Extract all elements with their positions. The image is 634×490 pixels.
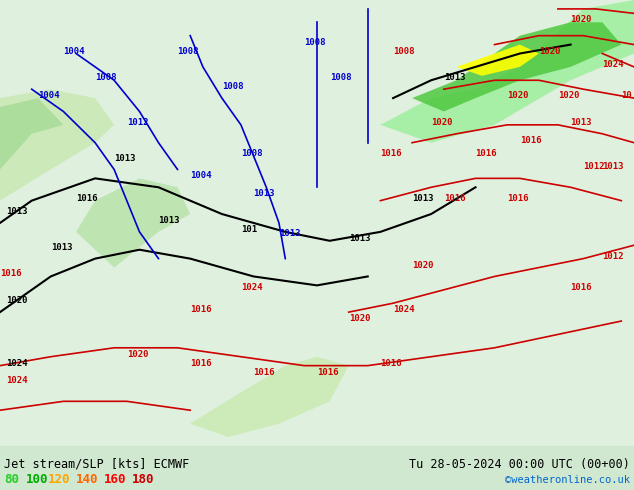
Text: 80: 80: [4, 473, 19, 487]
Text: 1013: 1013: [158, 216, 180, 225]
Text: 1024: 1024: [602, 60, 624, 69]
FancyBboxPatch shape: [0, 0, 634, 446]
Text: 1013: 1013: [279, 229, 301, 238]
Polygon shape: [190, 357, 349, 437]
Polygon shape: [0, 98, 63, 170]
Text: 160: 160: [104, 473, 127, 487]
Text: 1008: 1008: [393, 47, 415, 55]
Text: 1012: 1012: [602, 252, 624, 261]
Text: Jet stream/SLP [kts] ECMWF: Jet stream/SLP [kts] ECMWF: [4, 458, 190, 471]
Text: 1016: 1016: [0, 270, 22, 278]
Text: 1013: 1013: [51, 243, 72, 252]
Text: 1016: 1016: [476, 149, 497, 158]
Text: 1020: 1020: [412, 261, 434, 270]
Text: 1016: 1016: [507, 194, 529, 203]
Text: 10: 10: [621, 91, 632, 100]
Text: 1016: 1016: [520, 136, 541, 145]
Text: 1016: 1016: [190, 305, 212, 314]
Text: 1020: 1020: [6, 296, 28, 305]
Text: 1013: 1013: [571, 118, 592, 127]
Text: 1013: 1013: [6, 207, 28, 216]
Text: 1008: 1008: [222, 82, 243, 91]
Text: 1020: 1020: [507, 91, 529, 100]
Text: 1016: 1016: [254, 368, 275, 376]
Text: 1008: 1008: [330, 74, 351, 82]
Text: 101: 101: [241, 225, 257, 234]
Text: 1024: 1024: [6, 376, 28, 386]
Text: 1020: 1020: [127, 350, 148, 359]
Text: 1004: 1004: [63, 47, 85, 55]
Polygon shape: [380, 0, 634, 143]
Polygon shape: [76, 178, 190, 268]
Text: 1013: 1013: [114, 153, 136, 163]
Text: 1008: 1008: [95, 74, 117, 82]
Text: 1012: 1012: [583, 163, 605, 172]
Text: 1024: 1024: [393, 305, 415, 314]
Polygon shape: [412, 22, 621, 112]
Text: 1024: 1024: [241, 283, 262, 292]
Text: 60: 60: [4, 473, 19, 487]
Text: 1004: 1004: [190, 172, 212, 180]
Text: 180: 180: [132, 473, 155, 487]
Text: Tu 28-05-2024 00:00 UTC (00+00): Tu 28-05-2024 00:00 UTC (00+00): [409, 458, 630, 471]
Text: 1013: 1013: [349, 234, 370, 243]
Text: 120: 120: [48, 473, 70, 487]
Text: 1020: 1020: [431, 118, 453, 127]
Text: 1012: 1012: [127, 118, 148, 127]
Text: 1013: 1013: [254, 189, 275, 198]
Polygon shape: [0, 89, 114, 201]
Text: 1013: 1013: [444, 74, 465, 82]
Text: 1016: 1016: [444, 194, 465, 203]
Text: 1020: 1020: [539, 47, 560, 55]
Text: 1020: 1020: [349, 314, 370, 323]
Text: 1020: 1020: [558, 91, 579, 100]
Text: 140: 140: [76, 473, 98, 487]
Text: 1016: 1016: [76, 194, 98, 203]
Text: 1016: 1016: [317, 368, 339, 376]
Text: 1016: 1016: [380, 359, 402, 368]
Text: 1008: 1008: [304, 38, 326, 47]
Text: 1004: 1004: [38, 91, 60, 100]
Polygon shape: [456, 45, 539, 76]
Text: 100: 100: [26, 473, 48, 487]
Text: 1020: 1020: [571, 15, 592, 24]
Text: 1016: 1016: [571, 283, 592, 292]
Text: ©weatheronline.co.uk: ©weatheronline.co.uk: [505, 475, 630, 485]
Text: 1024: 1024: [6, 359, 28, 368]
Text: 1016: 1016: [380, 149, 402, 158]
Text: 1008: 1008: [178, 47, 199, 55]
Text: 1016: 1016: [190, 359, 212, 368]
Text: 1008: 1008: [241, 149, 262, 158]
Text: 1013: 1013: [602, 163, 624, 172]
Text: 1013: 1013: [412, 194, 434, 203]
